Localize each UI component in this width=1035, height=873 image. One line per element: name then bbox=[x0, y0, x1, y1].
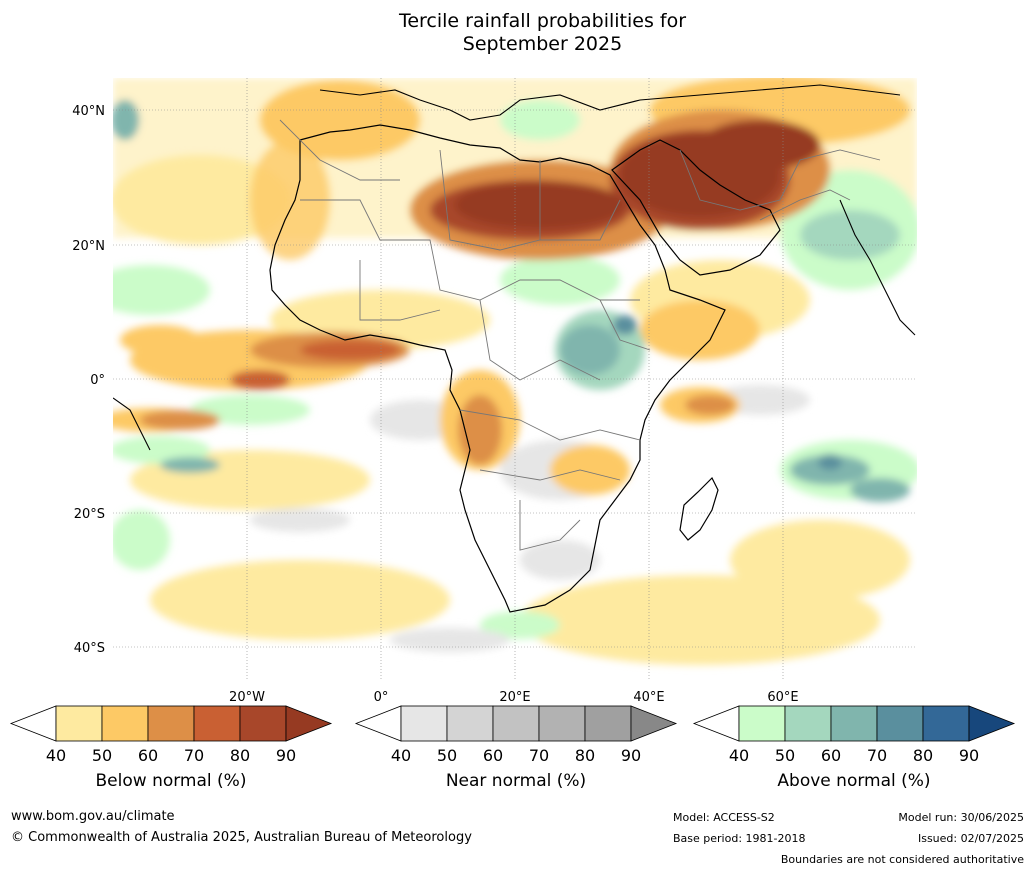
india-coastline bbox=[839, 199, 916, 336]
colorbar-near-normal: 40 50 60 70 80 90 Near normal (%) bbox=[354, 705, 678, 791]
colorbar-low-extend bbox=[354, 705, 402, 742]
colorbar-title: Below normal (%) bbox=[96, 771, 247, 791]
title-line-1: Tercile rainfall probabilities for bbox=[398, 10, 687, 32]
colorbar-tick-label: 50 bbox=[775, 746, 795, 765]
map-title: Tercile rainfall probabilities for Septe… bbox=[0, 10, 1035, 56]
lon-label-40e: 40°E bbox=[633, 690, 664, 705]
colorbar-segment bbox=[584, 705, 632, 742]
colorbar-tick-label: 40 bbox=[391, 746, 411, 765]
footer-disclaimer: Boundaries are not considered authoritat… bbox=[780, 853, 1024, 866]
colorbar-above-normal: 40 50 60 70 80 90 Above normal (%) bbox=[692, 705, 1016, 791]
arabia-coastline bbox=[611, 139, 781, 276]
colorbar-tick-label: 60 bbox=[483, 746, 503, 765]
title-line-2: September 2025 bbox=[462, 33, 623, 55]
lat-label-40n: 40°N bbox=[72, 104, 105, 119]
footer-base-period: Base period: 1981-2018 bbox=[673, 832, 806, 845]
colorbar-segment bbox=[193, 705, 241, 742]
colorbar-below-normal: 40 50 60 70 80 90 Below normal (%) bbox=[9, 705, 333, 791]
lon-label-0: 0° bbox=[374, 690, 389, 705]
colorbar-tick-label: 70 bbox=[184, 746, 204, 765]
colorbar-tick-label: 90 bbox=[276, 746, 296, 765]
colorbar-tick-label: 60 bbox=[821, 746, 841, 765]
colorbar-low-extend bbox=[692, 705, 740, 742]
colorbar-high-extend bbox=[285, 705, 333, 742]
colorbar-segment bbox=[101, 705, 149, 742]
colorbar-tick-label: 50 bbox=[92, 746, 112, 765]
colorbar-segment bbox=[784, 705, 832, 742]
colorbar-tick-label: 80 bbox=[230, 746, 250, 765]
colorbar-segment bbox=[492, 705, 540, 742]
colorbar-title: Above normal (%) bbox=[777, 771, 930, 791]
longitude-labels: 20°W 0° 20°E 40°E 60°E bbox=[229, 690, 799, 705]
footer-model: Model: ACCESS-S2 bbox=[673, 811, 775, 824]
footer-website: www.bom.gov.au/climate bbox=[11, 809, 175, 824]
colorbar-segment bbox=[400, 705, 448, 742]
colorbar-tick-label: 90 bbox=[621, 746, 641, 765]
africa-coastline bbox=[269, 124, 726, 613]
latitude-labels: 40°N 20°N 0° 20°S 40°S bbox=[72, 104, 105, 656]
footer-copyright: © Commonwealth of Australia 2025, Austra… bbox=[11, 830, 472, 845]
colorbar-segment bbox=[55, 705, 103, 742]
colorbar-tick-label: 90 bbox=[959, 746, 979, 765]
colorbar-high-extend bbox=[630, 705, 678, 742]
country-borders bbox=[279, 119, 881, 551]
europe-coastline bbox=[319, 84, 901, 121]
lon-label-20e: 20°E bbox=[499, 690, 530, 705]
lat-label-40s: 40°S bbox=[74, 641, 105, 656]
footer-model-run: Model run: 30/06/2025 bbox=[898, 811, 1024, 824]
colorbar-title: Near normal (%) bbox=[446, 771, 586, 791]
colorbar-tick-label: 40 bbox=[729, 746, 749, 765]
probability-field bbox=[113, 78, 917, 680]
colorbar-segment bbox=[446, 705, 494, 742]
colorbar-tick-label: 70 bbox=[867, 746, 887, 765]
colorbar-segment bbox=[922, 705, 970, 742]
lat-label-20n: 20°N bbox=[72, 239, 105, 254]
colorbar-segment bbox=[239, 705, 287, 742]
colorbar-tick-label: 80 bbox=[913, 746, 933, 765]
colorbar-segment bbox=[830, 705, 878, 742]
lat-label-0: 0° bbox=[90, 373, 105, 388]
madagascar-outline bbox=[679, 476, 719, 541]
colorbar-low-extend bbox=[9, 705, 57, 742]
lat-label-20s: 20°S bbox=[74, 507, 105, 522]
colorbar-segment bbox=[876, 705, 924, 742]
colorbar-tick-label: 40 bbox=[46, 746, 66, 765]
colorbar-tick-label: 50 bbox=[437, 746, 457, 765]
footer-issued: Issued: 02/07/2025 bbox=[917, 832, 1024, 845]
graticule bbox=[113, 78, 917, 680]
lon-label-60e: 60°E bbox=[767, 690, 798, 705]
lon-label-20w: 20°W bbox=[229, 690, 265, 705]
colorbar-tick-label: 70 bbox=[529, 746, 549, 765]
colorbar-segment bbox=[147, 705, 195, 742]
colorbar-segment bbox=[738, 705, 786, 742]
gulf-guinea-coast bbox=[113, 397, 151, 451]
colorbar-segment bbox=[538, 705, 586, 742]
colorbar-high-extend bbox=[968, 705, 1016, 742]
colorbar-tick-label: 80 bbox=[575, 746, 595, 765]
colorbar-tick-label: 60 bbox=[138, 746, 158, 765]
